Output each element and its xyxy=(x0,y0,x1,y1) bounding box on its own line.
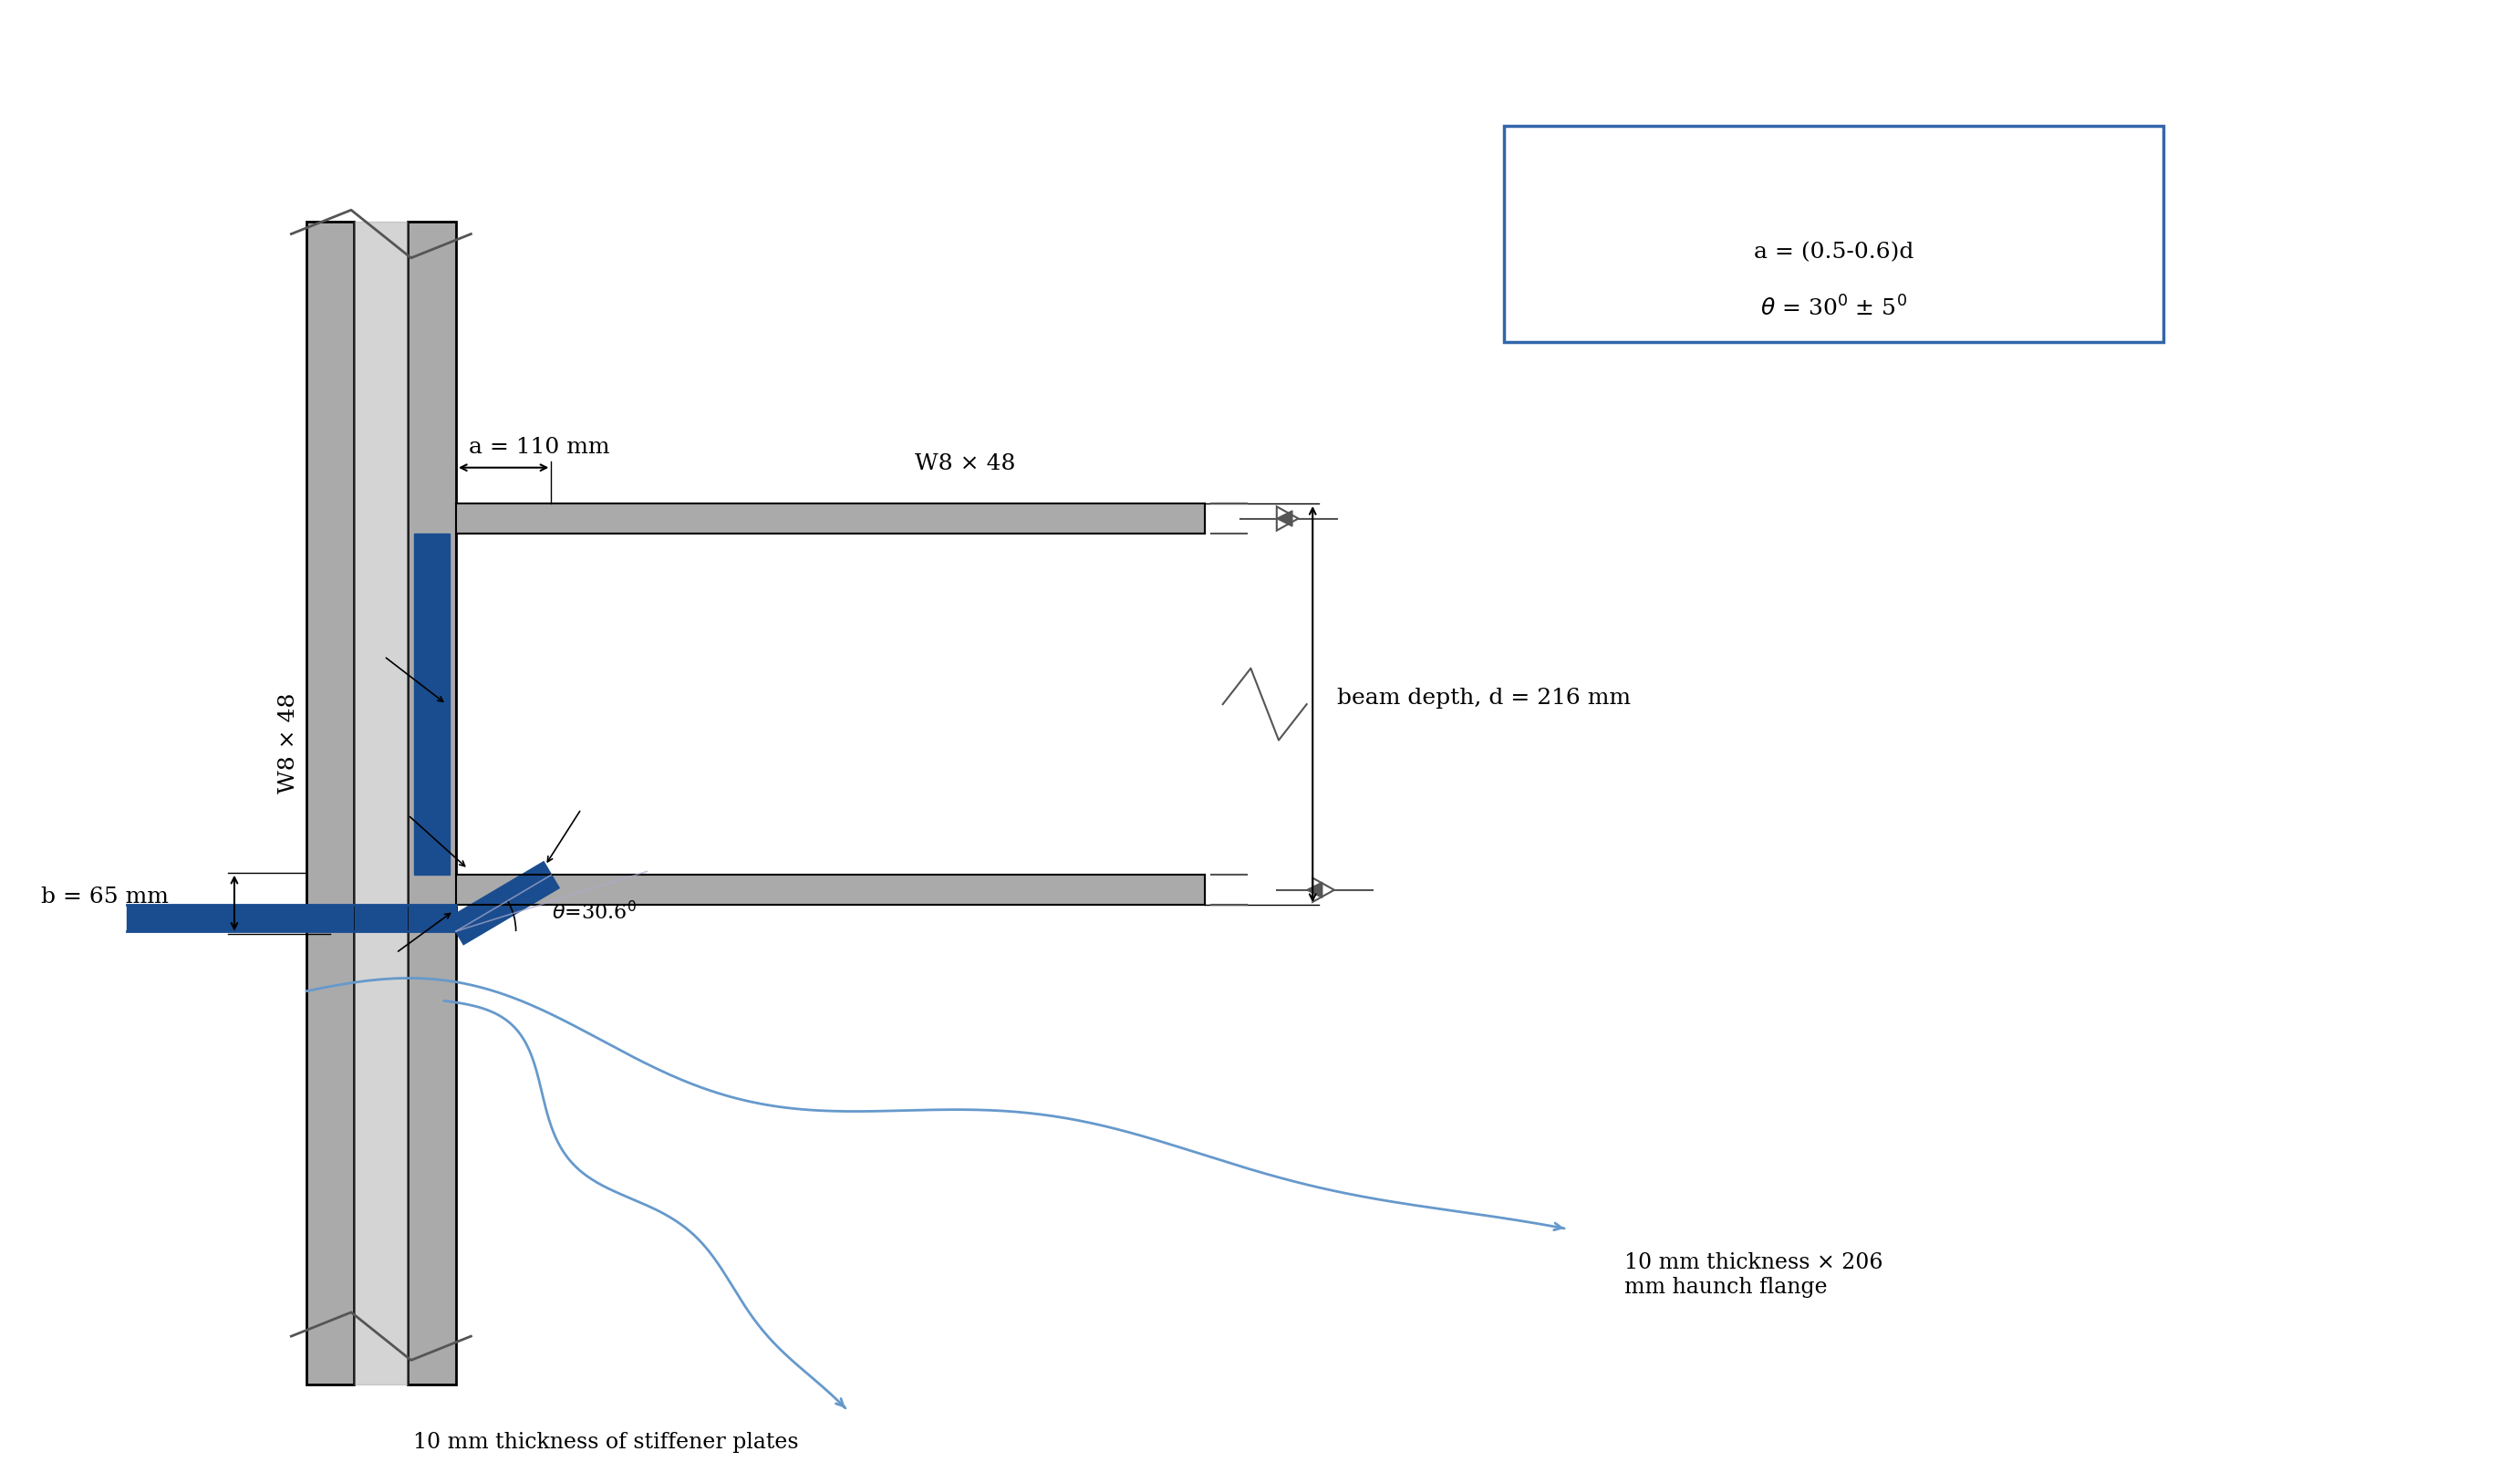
Text: W8 × 48: W8 × 48 xyxy=(915,453,1016,475)
Text: $\theta$ = 30$^0$ $\pm$ 5$^0$: $\theta$ = 30$^0$ $\pm$ 5$^0$ xyxy=(1761,295,1908,320)
Polygon shape xyxy=(449,863,559,944)
Polygon shape xyxy=(1308,882,1323,898)
Polygon shape xyxy=(413,534,451,874)
Polygon shape xyxy=(1504,126,2162,342)
Text: a = 110 mm: a = 110 mm xyxy=(469,437,610,458)
Text: 10 mm thickness of stiffener plates: 10 mm thickness of stiffener plates xyxy=(413,1433,799,1453)
Text: beam depth, d = 216 mm: beam depth, d = 216 mm xyxy=(1336,687,1630,709)
Polygon shape xyxy=(307,222,355,1385)
Text: b = 65 mm: b = 65 mm xyxy=(40,887,169,908)
Polygon shape xyxy=(1278,510,1293,526)
Text: $\theta$=30.6$^0$: $\theta$=30.6$^0$ xyxy=(552,901,638,924)
Text: 10 mm thickness × 206
mm haunch flange: 10 mm thickness × 206 mm haunch flange xyxy=(1625,1253,1882,1298)
Text: W8 × 48: W8 × 48 xyxy=(277,693,300,794)
Text: a = (0.5-0.6)d: a = (0.5-0.6)d xyxy=(1754,241,1913,263)
Polygon shape xyxy=(408,222,456,1385)
